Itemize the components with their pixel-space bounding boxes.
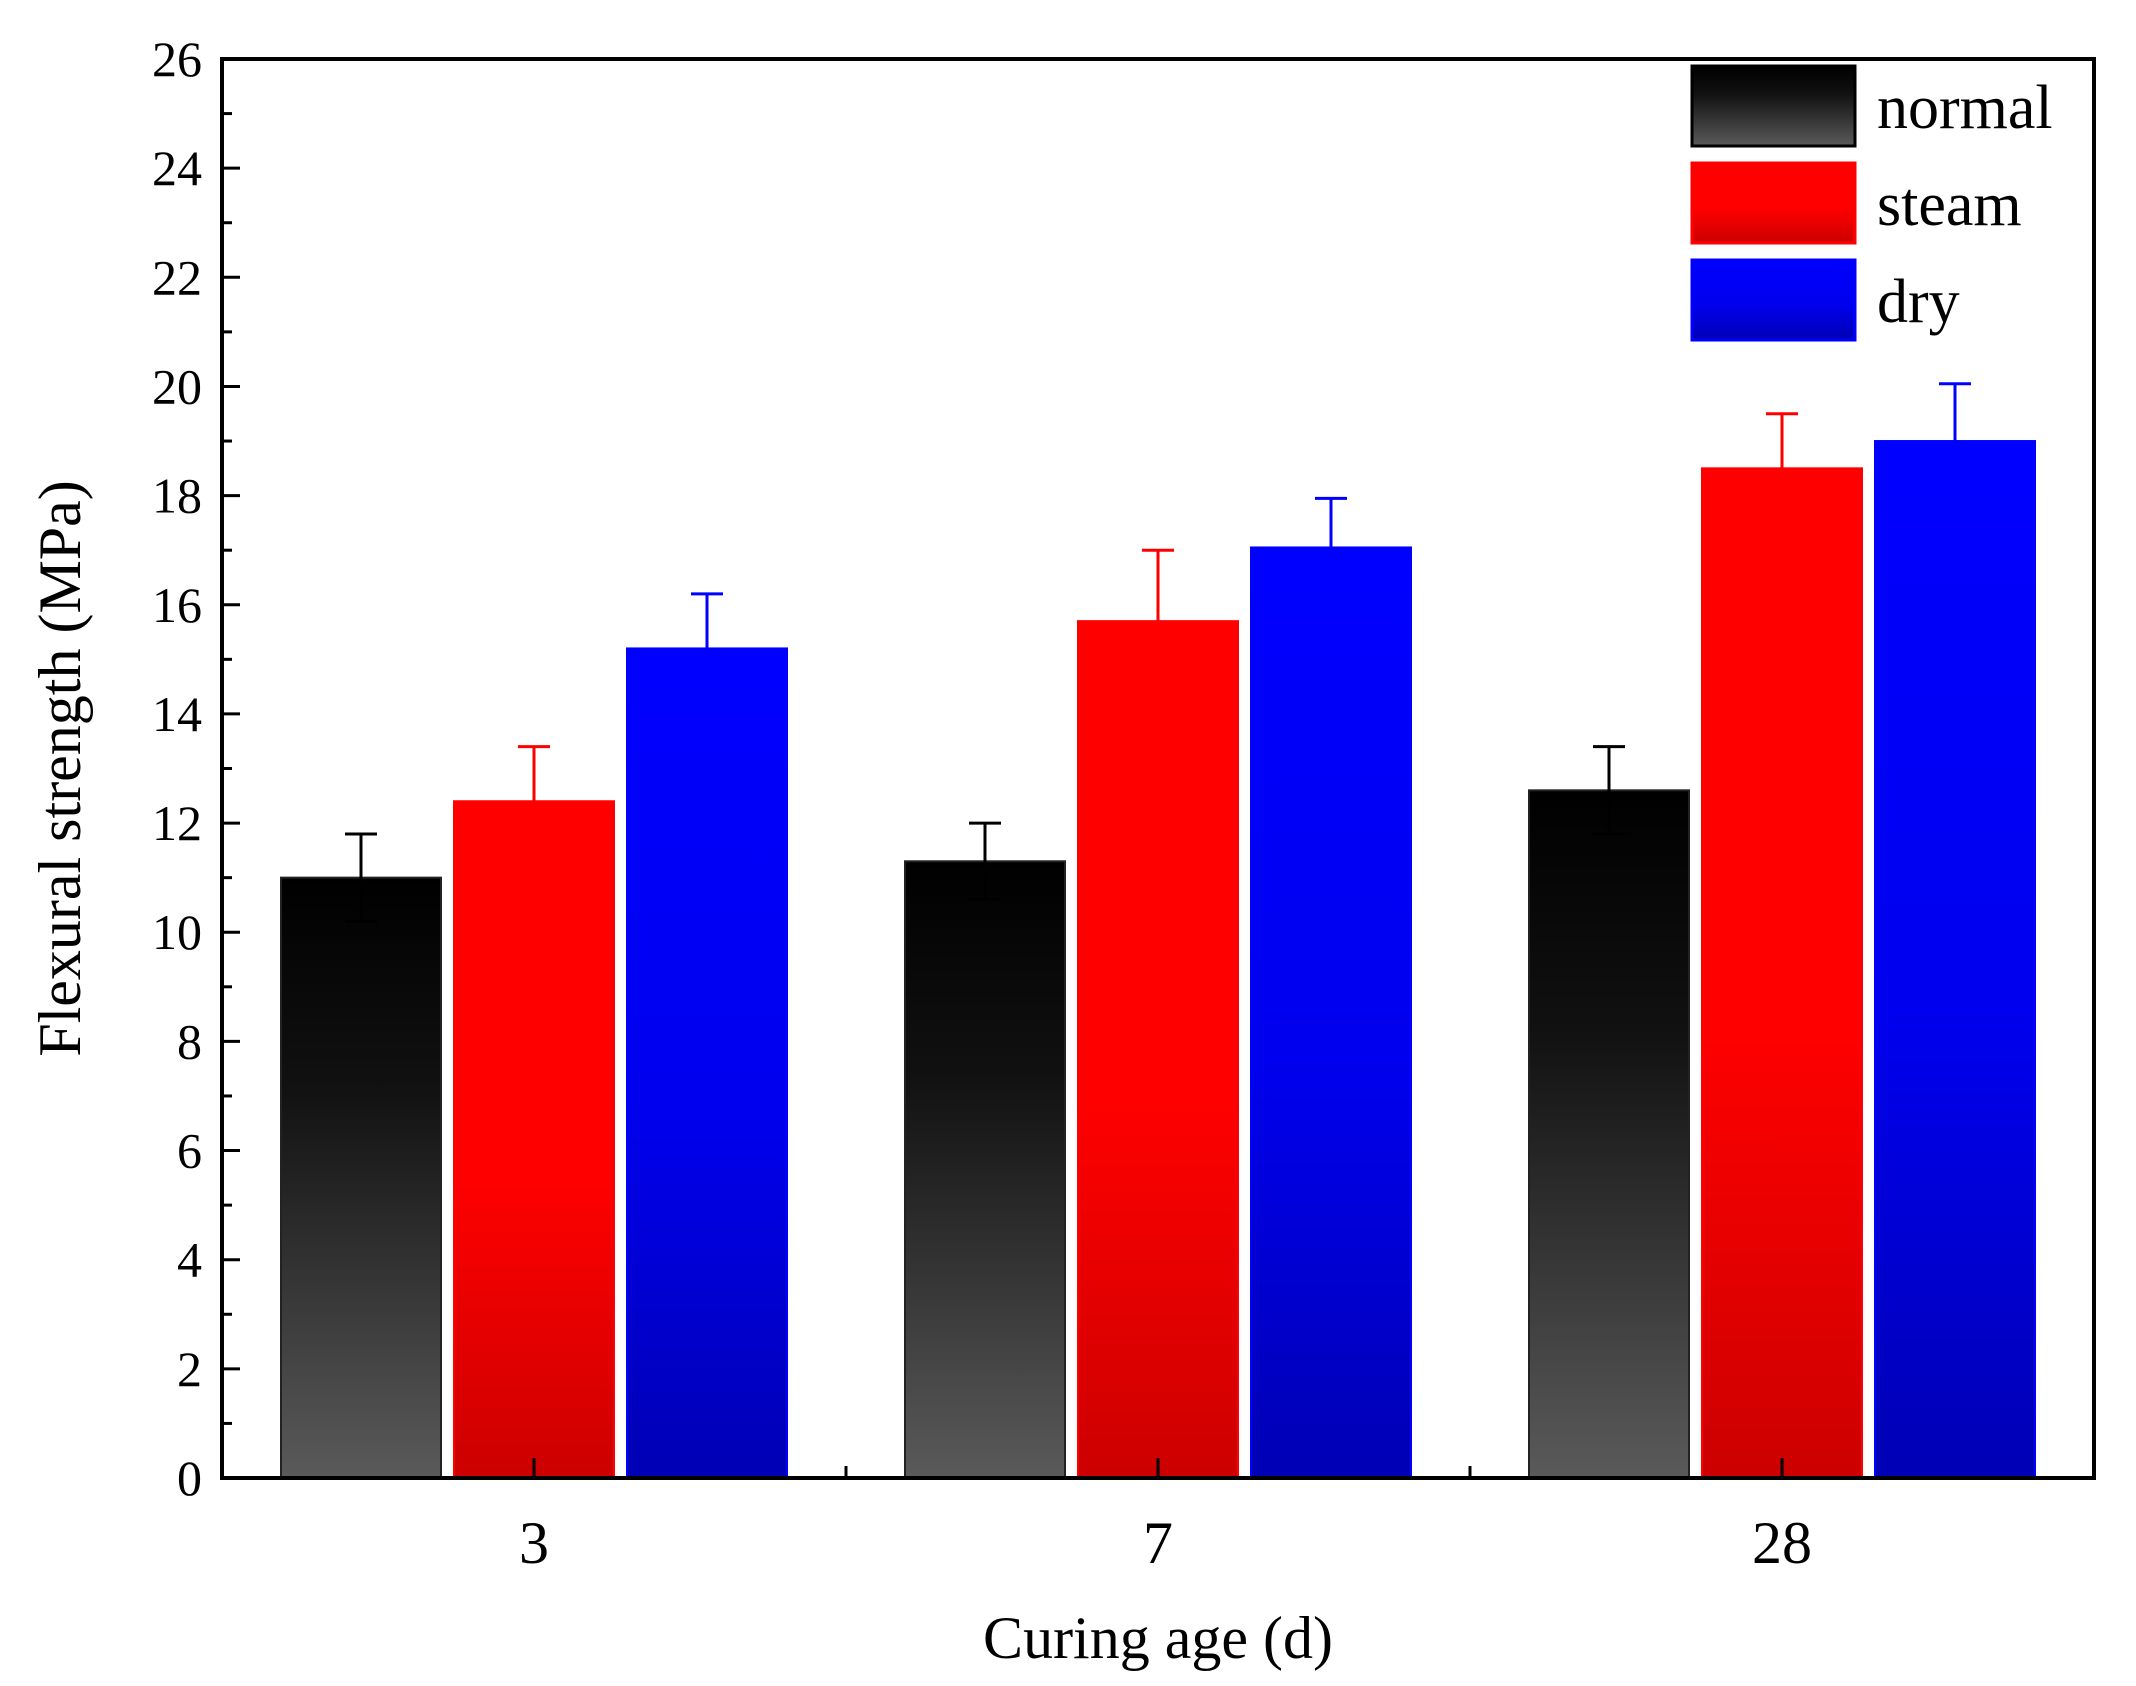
error-bar-dry-7 xyxy=(1315,496,1347,548)
legend-item-normal: normal xyxy=(1690,64,2053,148)
y-tick-label-4: 4 xyxy=(177,1232,202,1288)
y-axis-title: Flexural strength (MPa) xyxy=(27,480,93,1057)
bar-dry-28 xyxy=(1874,440,2036,1479)
y-tick-label-12: 12 xyxy=(152,795,202,851)
error-bar-steam-28 xyxy=(1766,412,1798,469)
legend-swatch-steam xyxy=(1690,161,1857,245)
legend-item-steam: steam xyxy=(1690,161,2022,245)
legend-label-steam: steam xyxy=(1877,171,2022,239)
bar-normal-28 xyxy=(1528,789,1690,1479)
y-tick-label-20: 20 xyxy=(152,358,202,414)
y-tick-label-2: 2 xyxy=(177,1341,202,1397)
error-bar-normal-28 xyxy=(1593,745,1625,836)
legend-item-dry: dry xyxy=(1690,258,1960,342)
x-tick-label-7: 7 xyxy=(1143,1510,1173,1576)
legend-swatch-normal xyxy=(1690,64,1857,148)
y-tick-label-18: 18 xyxy=(152,468,202,524)
y-tick-label-14: 14 xyxy=(152,686,202,742)
x-tick-label-3: 3 xyxy=(519,1510,549,1576)
y-tick-label-24: 24 xyxy=(152,140,202,196)
bar-steam-28 xyxy=(1701,467,1863,1480)
error-bars-layer xyxy=(345,382,1971,923)
legend-label-normal: normal xyxy=(1877,74,2053,142)
y-tick-label-22: 22 xyxy=(152,249,202,305)
y-tick-label-8: 8 xyxy=(177,1013,202,1069)
x-axis-title: Curing age (d) xyxy=(983,1605,1333,1671)
bar-dry-3 xyxy=(626,647,788,1479)
error-bar-normal-3 xyxy=(345,832,377,923)
legend-swatch-dry xyxy=(1690,258,1857,342)
bar-steam-7 xyxy=(1077,620,1239,1479)
bar-dry-7 xyxy=(1250,546,1412,1479)
y-tick-label-10: 10 xyxy=(152,904,202,960)
x-tick-label-28: 28 xyxy=(1752,1510,1812,1576)
error-bar-normal-7 xyxy=(969,821,1001,901)
bars-layer xyxy=(280,440,2036,1480)
bar-normal-7 xyxy=(904,860,1066,1479)
bar-steam-3 xyxy=(453,800,615,1479)
bar-normal-3 xyxy=(280,876,442,1479)
legend: normal steam dry xyxy=(1690,64,2053,342)
error-bar-steam-7 xyxy=(1142,548,1174,622)
error-bar-dry-3 xyxy=(691,592,723,649)
y-tick-label-6: 6 xyxy=(177,1123,202,1179)
y-tick-label-26: 26 xyxy=(152,31,202,87)
legend-label-dry: dry xyxy=(1877,268,1960,336)
error-bar-dry-28 xyxy=(1939,382,1971,442)
error-bar-steam-3 xyxy=(518,745,550,802)
y-tick-label-16: 16 xyxy=(152,577,202,633)
y-tick-label-0: 0 xyxy=(177,1450,202,1506)
